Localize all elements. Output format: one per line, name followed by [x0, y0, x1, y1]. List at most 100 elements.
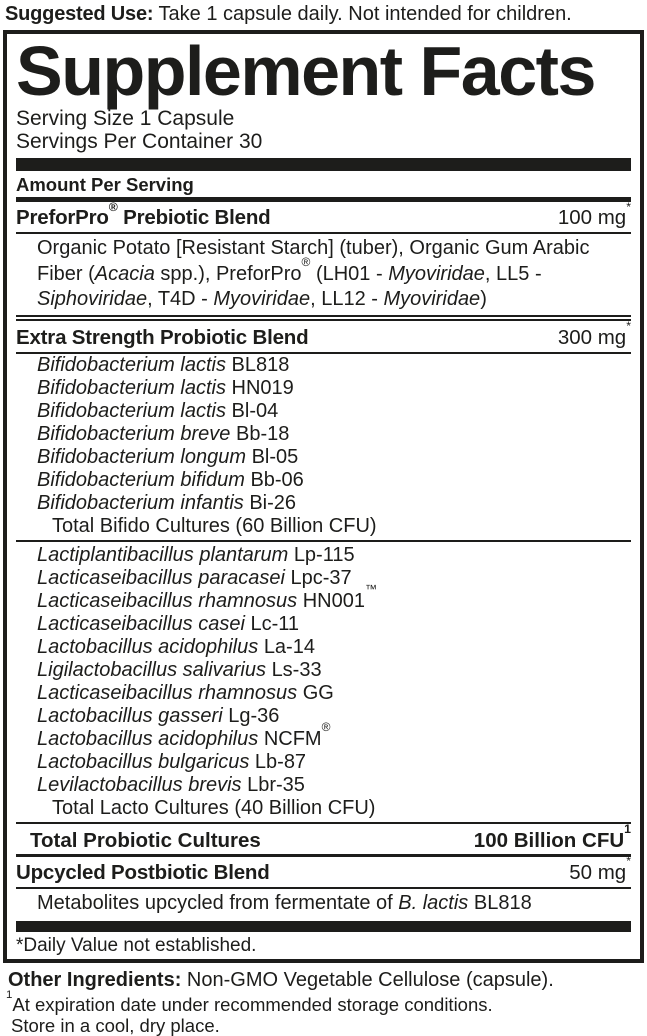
divider-medium-bar — [16, 197, 631, 202]
strain-row: Levilactobacillus brevis Lbr-35 — [16, 774, 631, 797]
strain-row: Lacticaseibacillus rhamnosus GG — [16, 682, 631, 705]
species-name: Lactobacillus acidophilus — [37, 727, 259, 750]
strain-id: Lp-115 — [293, 543, 355, 566]
postbiotic-ingredients-text: Metabolites upcycled from fermentate of … — [37, 891, 532, 914]
strain-id: Lc-11 — [250, 612, 299, 635]
other-ingredients-label: Other Ingredients: — [8, 969, 182, 991]
expiration-note: 1At expiration date under recommended st… — [6, 989, 644, 1015]
lacto-total-line: Total Lacto Cultures (40 Billion CFU) — [52, 796, 376, 819]
probiotic-blend-name: Extra Strength Probiotic Blend — [16, 325, 309, 349]
strain-id: BL818 — [231, 353, 290, 376]
strain-row: Bifidobacterium infantis Bi-26 — [16, 492, 631, 515]
daily-value-note: *Daily Value not established. — [16, 935, 257, 956]
strain-id: Bl-04 — [231, 399, 279, 422]
species-name: Bifidobacterium lactis — [37, 353, 226, 376]
strain-id: HN019 — [231, 376, 294, 399]
divider-double-rule — [16, 314, 631, 321]
strain-id: Ls-33 — [271, 658, 322, 681]
strain-id: Lbr-35 — [247, 773, 305, 796]
other-ingredients-text: Non-GMO Vegetable Cellulose (capsule). — [181, 969, 554, 991]
lacto-strain-list: Lactiplantibacillus plantarum Lp-115 Lact… — [16, 544, 631, 797]
strain-row: Bifidobacterium longum Bl-05 — [16, 446, 631, 469]
total-probiotic-name: Total Probiotic Cultures — [30, 828, 261, 852]
total-probiotic-row: Total Probiotic Cultures 100 Billion CFU… — [16, 823, 631, 854]
strain-row: Lactobacillus gasseri Lg-36 — [16, 705, 631, 728]
strain-row: Lactiplantibacillus plantarum Lp-115 — [16, 544, 631, 567]
suggested-use-line: Suggested Use: Take 1 capsule daily. Not… — [5, 3, 644, 25]
species-name: Bifidobacterium infantis — [37, 491, 244, 514]
bifido-strain-list: Bifidobacterium lactis BL818 Bifidobacter… — [16, 354, 631, 515]
species-name: Lacticaseibacillus casei — [37, 612, 245, 635]
total-probiotic-amount: 100 Billion CFU1 — [473, 823, 631, 852]
postbiotic-blend-name: Upcycled Postbiotic Blend — [16, 860, 270, 884]
strain-id: Bi-26 — [249, 491, 297, 514]
expiration-note-text: At expiration date under recommended sto… — [12, 994, 493, 1015]
bifido-total-line: Total Bifido Cultures (60 Billion CFU) — [52, 514, 377, 537]
postbiotic-amount-value: 50 mg — [569, 860, 627, 884]
species-name: Lactiplantibacillus plantarum — [37, 543, 289, 566]
probiotic-amount-footmark: * — [626, 319, 631, 334]
species-name: Bifidobacterium longum — [37, 445, 246, 468]
strain-id: Lb-87 — [254, 750, 307, 773]
species-name: Bifidobacterium lactis — [37, 399, 226, 422]
species-name: Lacticaseibacillus paracasei — [37, 566, 285, 589]
species-name: Ligilactobacillus salivarius — [37, 658, 266, 681]
strain-row: Lactobacillus bulgaricus Lb-87 — [16, 751, 631, 774]
strain-id: Bb-06 — [250, 468, 304, 491]
strain-id: NCFM® — [263, 720, 331, 750]
strain-id: GG — [302, 681, 334, 704]
species-name: Lacticaseibacillus rhamnosus — [37, 681, 298, 704]
supplement-facts-panel: Supplement Facts Serving Size 1 Capsule … — [3, 30, 644, 963]
strain-row: Lacticaseibacillus paracasei Lpc-37 — [16, 567, 631, 590]
servings-per-container: Servings Per Container 30 — [16, 130, 263, 153]
strain-row: Bifidobacterium breve Bb-18 — [16, 423, 631, 446]
strain-id: Bl-05 — [251, 445, 299, 468]
amount-per-serving-header: Amount Per Serving — [16, 174, 194, 195]
strain-id: Lg-36 — [228, 704, 280, 727]
species-name: Lacticaseibacillus rhamnosus — [37, 589, 298, 612]
strain-row: Lacticaseibacillus rhamnosus HN001™ — [16, 582, 631, 613]
storage-instruction: Store in a cool, dry place. — [6, 1015, 644, 1036]
species-name: Lactobacillus acidophilus — [37, 635, 259, 658]
strain-id: Lpc-37 — [290, 566, 352, 589]
suggested-use-text: Take 1 capsule daily. Not intended for c… — [153, 3, 572, 25]
postbiotic-blend-amount: 50 mg* — [569, 855, 631, 884]
probiotic-blend-row: Extra Strength Probiotic Blend 300 mg* — [16, 320, 631, 354]
strain-row: Ligilactobacillus salivarius Ls-33 — [16, 659, 631, 682]
species-name: Levilactobacillus brevis — [37, 773, 242, 796]
strain-row: Lacticaseibacillus casei Lc-11 — [16, 613, 631, 636]
divider-thick-bar-bottom — [16, 921, 631, 932]
strain-row: Bifidobacterium bifidum Bb-06 — [16, 469, 631, 492]
panel-title: Supplement Facts — [16, 32, 596, 110]
postbiotic-amount-footmark: * — [626, 854, 631, 869]
strain-id: Bb-18 — [236, 422, 290, 445]
species-name: Lactobacillus gasseri — [37, 704, 223, 727]
species-name: Lactobacillus bulgaricus — [37, 750, 250, 773]
strain-id: HN001™ — [302, 582, 377, 612]
probiotic-blend-amount: 300 mg* — [557, 320, 631, 349]
probiotic-amount-value: 300 mg — [557, 325, 627, 349]
prebiotic-ingredients-text: Organic Potato [Resistant Starch] (tuber… — [37, 237, 590, 310]
prebiotic-blend-name: PreforPro® Prebiotic Blend — [16, 199, 271, 229]
other-ingredients-line: Other Ingredients: Non-GMO Vegetable Cel… — [8, 969, 644, 992]
postbiotic-blend-row: Upcycled Postbiotic Blend 50 mg* — [16, 855, 631, 889]
suggested-use-label: Suggested Use: — [5, 3, 154, 25]
supplement-label-page: Suggested Use: Take 1 capsule daily. Not… — [0, 3, 647, 1036]
divider-thin-rule — [16, 821, 631, 824]
prebiotic-blend-row: PreforPro® Prebiotic Blend 100 mg* — [16, 199, 631, 234]
total-probiotic-amount-value: 100 Billion CFU — [473, 828, 625, 852]
species-name: Bifidobacterium bifidum — [37, 468, 245, 491]
strain-id: La-14 — [263, 635, 315, 658]
strain-row: Bifidobacterium lactis BL818 — [16, 354, 631, 377]
prebiotic-blend-amount: 100 mg* — [558, 200, 631, 229]
expiration-note-footmark: 1 — [6, 989, 13, 1002]
divider-thick-bar — [16, 158, 631, 171]
divider-medium-rule — [16, 853, 631, 857]
species-name: Bifidobacterium breve — [37, 422, 231, 445]
strain-row: Lactobacillus acidophilus NCFM® — [16, 720, 631, 751]
strain-row: Bifidobacterium lactis HN019 — [16, 377, 631, 400]
divider-thin-rule — [16, 539, 631, 542]
total-probiotic-footmark: 1 — [624, 822, 631, 837]
species-name: Bifidobacterium lactis — [37, 376, 226, 399]
strain-row: Lactobacillus acidophilus La-14 — [16, 636, 631, 659]
